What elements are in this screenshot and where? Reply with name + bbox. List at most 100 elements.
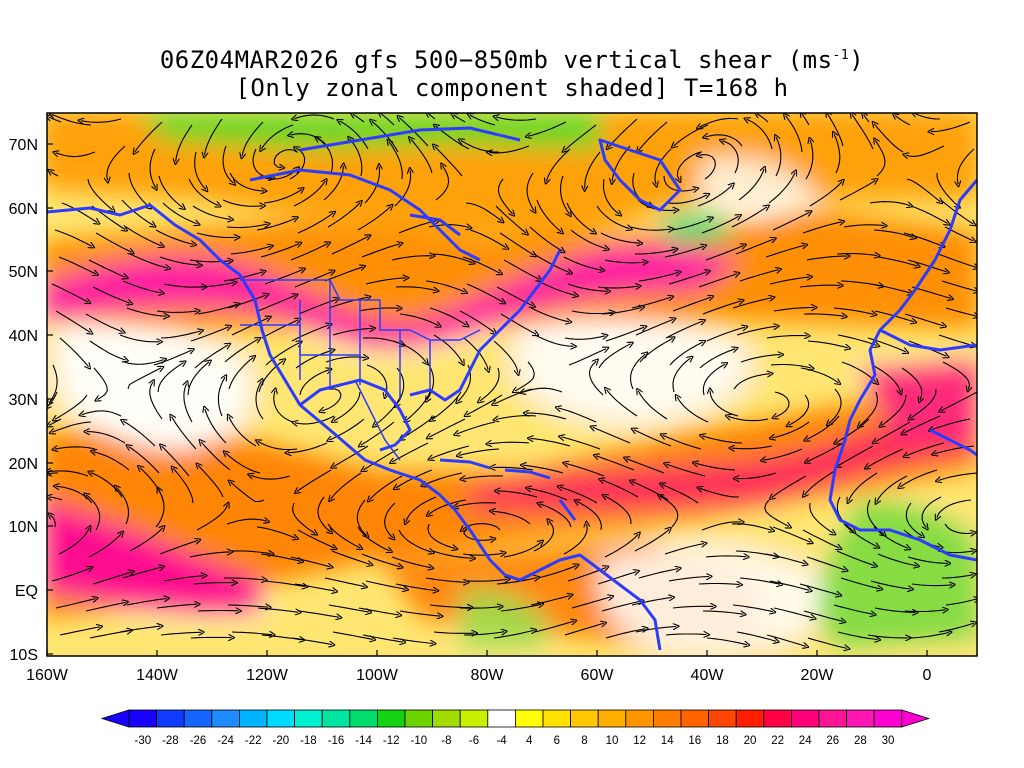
streamline bbox=[424, 472, 463, 485]
streamline bbox=[567, 283, 608, 291]
streamline bbox=[176, 124, 193, 162]
streamline bbox=[88, 533, 122, 558]
streamline bbox=[356, 499, 366, 536]
colorbar-swatch bbox=[708, 709, 737, 728]
streamline bbox=[775, 391, 790, 417]
chart-title-line-1: 06Z04MAR2026 gfs 500−850mb vertical shea… bbox=[159, 46, 865, 74]
streamline bbox=[877, 553, 917, 566]
streamline bbox=[911, 584, 952, 586]
lon-tick-label: 160W bbox=[26, 667, 69, 684]
colorbar-swatch bbox=[128, 709, 158, 728]
streamline bbox=[205, 409, 227, 444]
streamline bbox=[59, 337, 89, 367]
streamline bbox=[157, 363, 184, 393]
streamline bbox=[228, 357, 253, 390]
streamline bbox=[529, 226, 563, 251]
streamline bbox=[604, 534, 638, 558]
streamline bbox=[365, 580, 406, 589]
streamline bbox=[672, 297, 711, 312]
streamline bbox=[705, 556, 746, 557]
streamline bbox=[663, 435, 702, 450]
streamline bbox=[669, 342, 703, 366]
streamline bbox=[655, 148, 672, 184]
streamline bbox=[843, 225, 884, 227]
streamline bbox=[250, 475, 291, 480]
streamline bbox=[776, 137, 782, 177]
streamline bbox=[291, 637, 332, 645]
streamline bbox=[226, 519, 267, 525]
streamline bbox=[789, 394, 810, 425]
streamline bbox=[122, 280, 162, 293]
streamline bbox=[150, 382, 163, 420]
streamline bbox=[869, 201, 910, 206]
colorbar-swatch bbox=[459, 709, 489, 728]
streamline bbox=[867, 635, 908, 638]
streamline bbox=[601, 307, 642, 315]
streamline bbox=[328, 604, 369, 612]
streamline bbox=[533, 521, 554, 552]
streamline bbox=[155, 490, 165, 528]
streamline bbox=[380, 113, 395, 126]
streamline bbox=[941, 280, 977, 291]
streamline bbox=[229, 172, 264, 191]
lat-tick-label: 60N bbox=[9, 201, 38, 218]
colorbar-label: -26 bbox=[190, 735, 207, 747]
streamline bbox=[803, 610, 843, 621]
streamline bbox=[94, 367, 108, 400]
streamline bbox=[785, 116, 803, 153]
streamline bbox=[51, 283, 88, 302]
streamline bbox=[196, 505, 228, 531]
streamline bbox=[429, 605, 470, 608]
lon-tick-label: 20W bbox=[801, 667, 835, 684]
streamline bbox=[399, 313, 439, 326]
streamline bbox=[867, 448, 904, 467]
streamline bbox=[126, 307, 167, 316]
streamline bbox=[361, 421, 395, 445]
streamline bbox=[489, 442, 530, 444]
streamline bbox=[205, 118, 223, 155]
streamline bbox=[353, 114, 365, 123]
streamline bbox=[827, 114, 844, 147]
colorbar-label: -16 bbox=[328, 735, 345, 747]
streamline bbox=[667, 195, 707, 204]
streamline bbox=[601, 601, 641, 612]
streamline bbox=[596, 205, 630, 229]
border-segment bbox=[354, 379, 401, 461]
streamline bbox=[705, 135, 743, 147]
streamline bbox=[738, 169, 764, 201]
streamline bbox=[839, 180, 875, 201]
colorbar-label: -28 bbox=[162, 735, 179, 747]
streamline bbox=[55, 599, 95, 609]
streamline bbox=[706, 637, 747, 645]
streamline bbox=[231, 318, 269, 336]
streamline bbox=[128, 172, 149, 207]
streamline bbox=[875, 421, 911, 442]
streamline bbox=[732, 298, 772, 309]
streamline bbox=[289, 148, 306, 180]
streamline bbox=[121, 199, 153, 225]
streamline bbox=[875, 140, 886, 177]
streamline bbox=[159, 540, 198, 555]
streamline bbox=[194, 345, 228, 369]
streamline bbox=[153, 350, 192, 366]
streamline bbox=[597, 286, 638, 288]
streamline bbox=[429, 307, 467, 325]
streamline bbox=[59, 627, 100, 636]
streamline bbox=[806, 556, 845, 570]
streamline bbox=[638, 272, 679, 282]
streamline bbox=[757, 114, 769, 123]
streamline bbox=[126, 598, 167, 606]
streamline bbox=[184, 383, 193, 423]
streamline bbox=[129, 447, 160, 474]
streamline bbox=[288, 442, 328, 453]
streamline bbox=[546, 148, 571, 181]
streamline bbox=[331, 550, 370, 564]
streamline bbox=[566, 202, 594, 232]
streamline bbox=[293, 181, 325, 207]
lon-tick-label: 60W bbox=[581, 667, 615, 684]
streamline bbox=[941, 575, 973, 579]
streamline bbox=[456, 421, 496, 434]
streamline bbox=[127, 368, 161, 390]
